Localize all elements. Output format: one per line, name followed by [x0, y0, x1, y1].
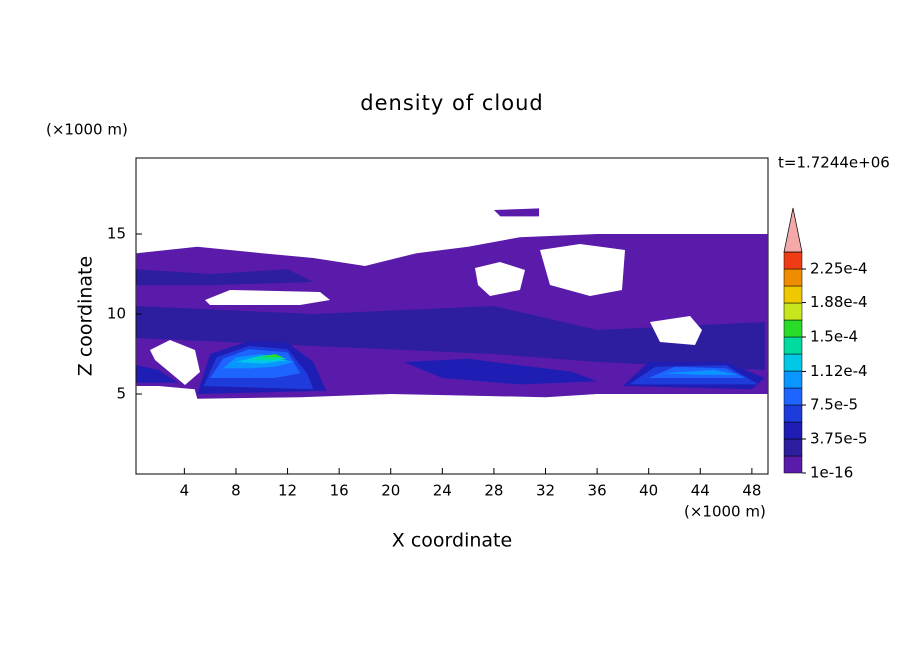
hole: [475, 262, 525, 296]
x-tick-label: 28: [484, 482, 503, 500]
colorbar-box: [783, 438, 803, 457]
colorbar-box: [783, 404, 803, 423]
colorbar-label: 1.5e-4: [810, 328, 858, 346]
x-tick-label: 4: [180, 482, 190, 500]
empty-areas: [150, 244, 702, 385]
colorbar-label: 3.75e-5: [810, 430, 868, 448]
colorbar-box: [783, 251, 803, 270]
contour-region: [261, 354, 284, 358]
colorbar-box: [783, 370, 803, 389]
contour-region: [661, 370, 739, 375]
contour-region: [248, 354, 288, 361]
contour-region: [493, 208, 540, 217]
x-unit: (×1000 m): [684, 503, 766, 521]
hole: [650, 316, 702, 345]
hole: [205, 290, 330, 305]
contour-region: [403, 358, 598, 385]
x-tick-label: 40: [639, 482, 658, 500]
y-axis-title: Z coordinate: [75, 256, 97, 376]
colorbar-box: [783, 285, 803, 304]
x-tick-label: 8: [231, 482, 241, 500]
colorbar-box: [783, 268, 803, 287]
colorbar-label: 1.12e-4: [810, 362, 868, 380]
y-tick-label: 5: [116, 385, 126, 403]
x-tick-label: 32: [536, 482, 555, 500]
contour-region: [136, 365, 178, 383]
hole: [540, 244, 625, 296]
colorbar-box: [783, 302, 803, 321]
colorbar-extend: [783, 207, 803, 253]
x-tick-label: 44: [691, 482, 710, 500]
plot-frame: [135, 157, 769, 475]
colorbar-label: 1e-16: [810, 464, 853, 482]
contour-region: [136, 269, 314, 286]
colorbar-box: [783, 319, 803, 338]
colorbar-box: [783, 387, 803, 406]
x-tick-label: 48: [742, 482, 761, 500]
x-tick-label: 12: [278, 482, 297, 500]
colorbar-box: [783, 353, 803, 372]
colorbar-box: [783, 336, 803, 355]
x-tick-label: 24: [433, 482, 452, 500]
x-tick-label: 20: [381, 482, 400, 500]
hole: [150, 340, 200, 385]
colorbar-label: 1.88e-4: [810, 293, 868, 311]
contour-region: [136, 306, 765, 370]
time-label: t=1.7244e+06: [778, 154, 890, 172]
colorbar-box: [783, 421, 803, 440]
y-tick-label: 15: [107, 225, 126, 243]
x-axis-title: X coordinate: [392, 530, 512, 552]
x-tick-label: 36: [588, 482, 607, 500]
y-unit: (×1000 m): [46, 121, 128, 139]
colorbar-label: 2.25e-4: [810, 260, 868, 278]
colorbar-box: [783, 455, 803, 474]
y-tick-label: 10: [107, 305, 126, 323]
chart-title: density of cloud: [360, 91, 543, 115]
colorbar-label: 7.5e-5: [810, 396, 858, 414]
x-tick-label: 16: [330, 482, 349, 500]
